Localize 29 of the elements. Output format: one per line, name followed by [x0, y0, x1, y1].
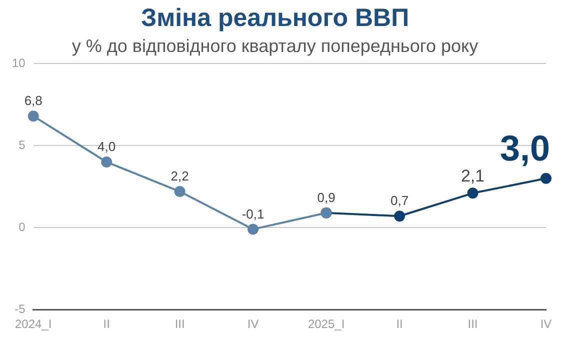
x-tick-label: III [174, 317, 185, 332]
point [467, 188, 478, 199]
point [540, 172, 552, 184]
data-label: 3,0 [500, 127, 550, 168]
point [394, 210, 406, 222]
y-tick-label: 5 [18, 138, 26, 152]
x-tick-label: IV [540, 317, 552, 332]
x-tick-label: II [103, 317, 110, 332]
x-tick-label: IV [247, 317, 259, 332]
y-tick-label: 10 [12, 56, 26, 70]
x-tick-label: 2024_I [14, 317, 52, 332]
point [174, 186, 186, 198]
data-label: 6,8 [24, 93, 42, 108]
chart-subtitle: у % до відповідного кварталу попереднього року [72, 36, 478, 56]
point [28, 110, 39, 122]
y-tick-label: -5 [14, 302, 26, 316]
y-tick-label: 0 [18, 220, 26, 234]
data-label: 4,0 [98, 139, 116, 154]
point [248, 224, 259, 235]
x-tick-label: 2025_I [308, 317, 345, 332]
data-label: 0,7 [390, 193, 409, 208]
x-tick-label: II [396, 317, 403, 332]
x-tick-label: III [468, 317, 478, 332]
data-label: -0,1 [242, 206, 264, 222]
data-label: 2,2 [170, 168, 189, 184]
chart-title: Зміна реального ВВП [140, 4, 410, 32]
data-label: 0,9 [317, 190, 336, 205]
point [101, 156, 112, 168]
data-label: 2,1 [460, 166, 485, 186]
